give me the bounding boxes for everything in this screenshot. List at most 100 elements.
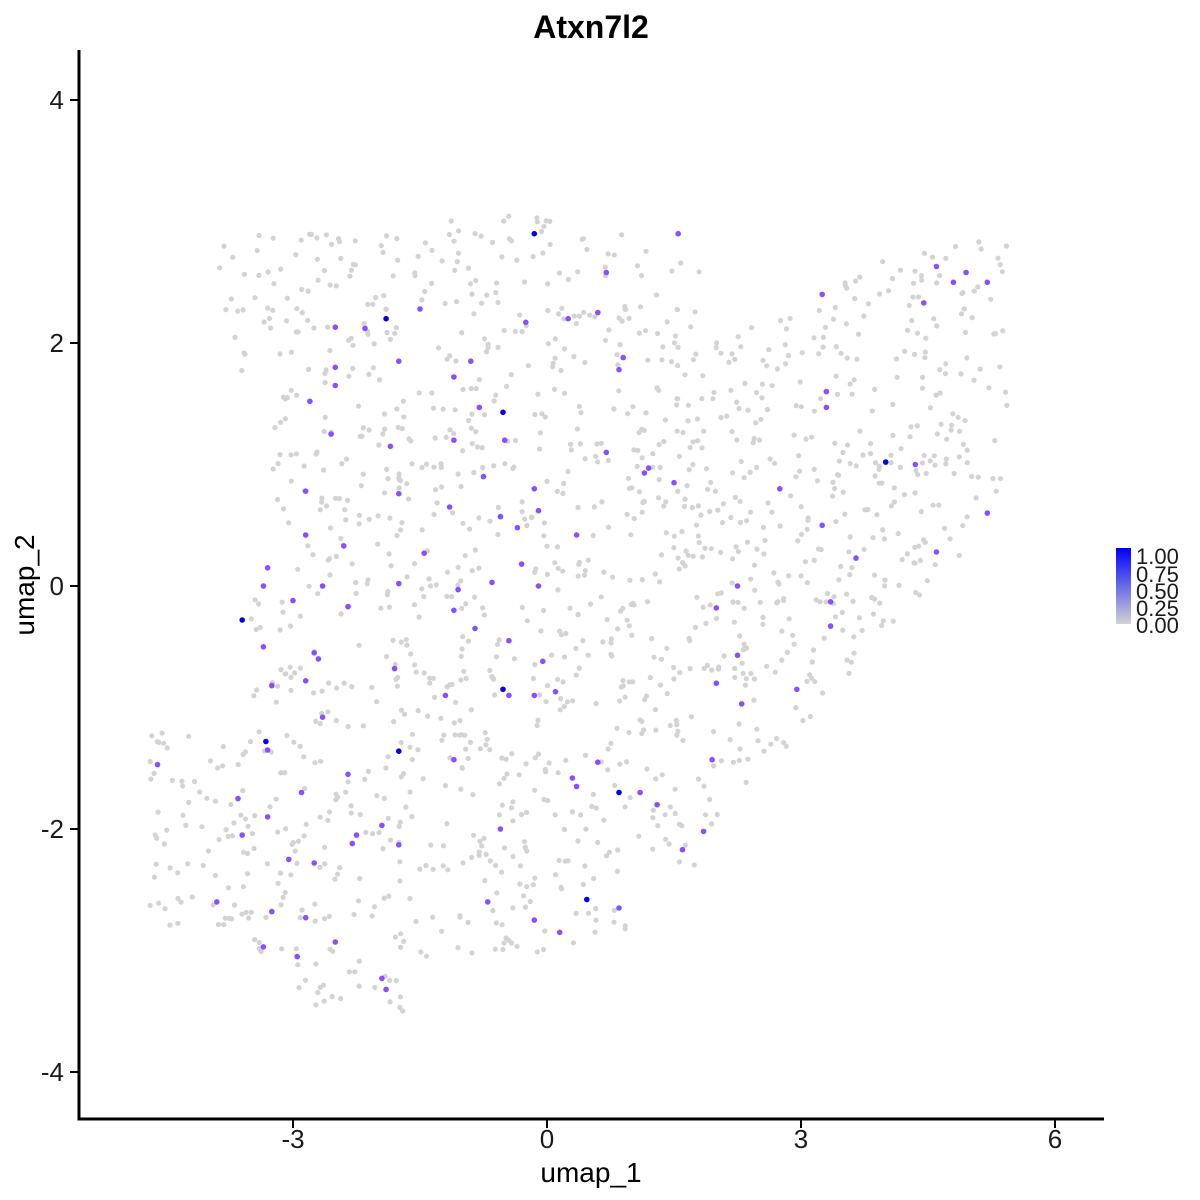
background-point — [757, 599, 763, 605]
expression-point — [383, 986, 389, 993]
background-point — [766, 347, 772, 353]
expression-point — [827, 599, 834, 605]
background-point — [400, 398, 406, 404]
background-point — [534, 949, 540, 955]
background-point — [617, 761, 623, 767]
background-point — [703, 620, 709, 627]
background-point — [702, 545, 708, 551]
expression-point — [573, 783, 580, 790]
background-point — [180, 783, 186, 789]
background-point — [571, 353, 577, 360]
expression-point — [713, 680, 720, 686]
background-point — [576, 665, 582, 671]
background-point — [556, 311, 562, 317]
expression-point — [654, 801, 660, 808]
background-point — [212, 798, 219, 804]
expression-point — [235, 795, 241, 802]
background-point — [492, 692, 498, 698]
background-point — [576, 403, 583, 410]
background-point — [765, 500, 771, 506]
background-point — [798, 573, 804, 579]
background-point — [459, 330, 465, 336]
background-point — [360, 425, 366, 431]
background-point — [856, 615, 863, 621]
background-point — [511, 656, 517, 662]
background-point — [797, 379, 803, 385]
expression-point — [709, 756, 715, 763]
background-point — [376, 830, 382, 836]
background-point — [491, 398, 497, 404]
background-point — [204, 795, 210, 801]
background-point — [663, 499, 669, 505]
expression-point — [569, 775, 576, 781]
expression-point — [332, 382, 339, 389]
background-point — [624, 617, 630, 623]
background-point — [251, 845, 257, 852]
background-point — [442, 300, 448, 307]
background-point — [675, 728, 681, 734]
background-point — [399, 425, 405, 432]
background-point — [521, 893, 527, 899]
background-point — [956, 552, 962, 559]
background-point — [739, 660, 745, 666]
background-point — [186, 733, 192, 739]
background-point — [325, 817, 331, 823]
background-point — [493, 392, 499, 398]
background-point — [521, 279, 528, 285]
background-point — [444, 593, 450, 599]
background-point — [167, 865, 173, 871]
background-point — [480, 605, 486, 611]
background-point — [482, 878, 488, 884]
background-point — [419, 465, 425, 471]
background-point — [627, 577, 633, 583]
background-point — [730, 599, 736, 605]
expression-point — [379, 822, 385, 829]
background-point — [293, 329, 299, 335]
background-point — [404, 481, 410, 487]
expression-point — [912, 461, 919, 468]
background-point — [451, 720, 457, 726]
background-point — [854, 356, 860, 362]
background-point — [642, 697, 648, 703]
background-point — [375, 513, 381, 519]
background-point — [459, 605, 465, 612]
background-point — [295, 566, 301, 572]
background-point — [867, 451, 874, 457]
background-point — [496, 781, 502, 787]
background-point — [756, 437, 763, 443]
background-point — [467, 526, 473, 532]
background-point — [479, 445, 485, 451]
background-point — [384, 466, 390, 472]
background-point — [502, 461, 508, 467]
background-point — [205, 848, 211, 854]
background-point — [728, 514, 734, 521]
background-point — [686, 635, 692, 641]
background-point — [737, 498, 743, 504]
background-point — [385, 476, 391, 482]
background-point — [155, 809, 161, 815]
background-point — [381, 795, 387, 802]
background-point — [960, 289, 966, 296]
background-point — [941, 525, 948, 531]
background-point — [265, 269, 271, 275]
background-point — [291, 739, 297, 745]
background-point — [889, 275, 896, 282]
background-point — [812, 679, 818, 685]
background-point — [256, 601, 262, 607]
background-point — [851, 634, 857, 640]
background-point — [429, 390, 435, 396]
background-point — [751, 697, 757, 703]
background-point — [162, 906, 168, 912]
background-point — [278, 667, 284, 673]
background-point — [777, 523, 783, 529]
expression-point — [819, 522, 825, 529]
background-point — [197, 789, 203, 795]
background-point — [991, 331, 997, 337]
background-point — [679, 529, 685, 535]
background-point — [758, 416, 764, 422]
background-point — [392, 330, 398, 336]
background-point — [420, 776, 426, 782]
background-point — [720, 501, 727, 507]
background-point — [741, 605, 747, 611]
